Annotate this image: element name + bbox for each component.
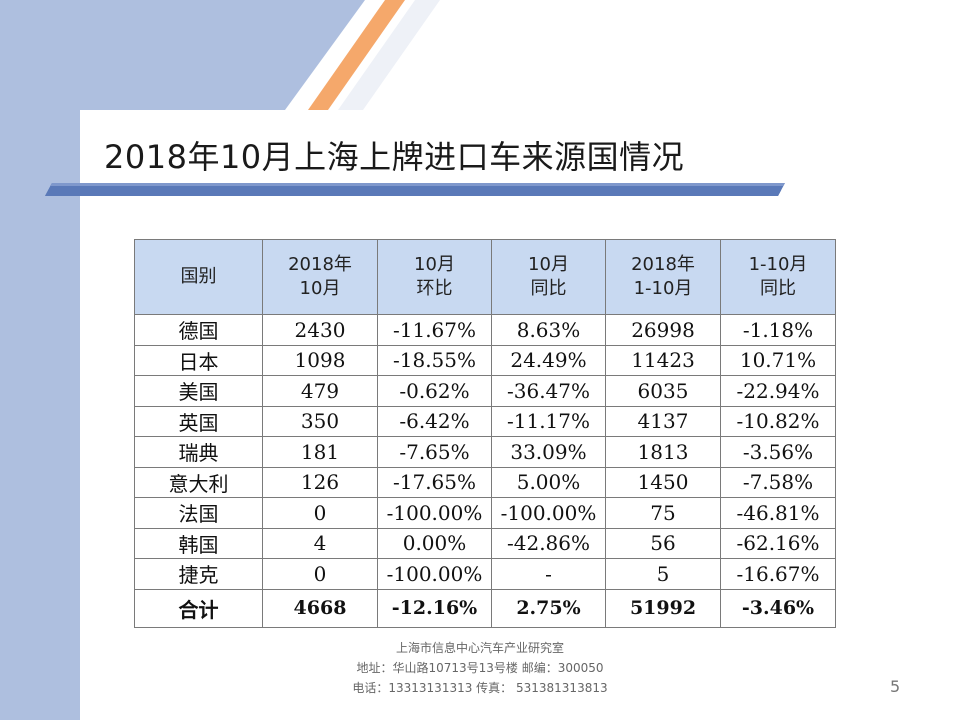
cell-ytd-volume: 75 <box>605 497 721 529</box>
table-row: 英国 350 -6.42% -11.17% 4137 -10.82% <box>134 405 836 437</box>
cell-ytd-volume: 5 <box>605 558 721 590</box>
cell-ytd-yoy: -46.81% <box>720 497 836 529</box>
cell-ytd-yoy: -10.82% <box>720 405 836 437</box>
header-ytd-2018: 2018年 1-10月 <box>605 239 721 315</box>
cell-country: 意大利 <box>134 466 263 498</box>
cell-oct-yoy: -36.47% <box>491 375 606 407</box>
cell-oct-volume: 1098 <box>262 344 378 376</box>
cell-oct-mom: -7.65% <box>377 436 492 468</box>
cell-country: 瑞典 <box>134 436 263 468</box>
table-header-row: 国别 2018年 10月 10月 环比 10月 同比 2018年 1-10月 1-10月… <box>134 239 836 315</box>
cell-ytd-yoy: -16.67% <box>720 558 836 590</box>
cell-oct-yoy: 33.09% <box>491 436 606 468</box>
footer-address: 地址：华山路10713号13号楼 邮编：300050 <box>356 661 604 675</box>
import-source-table: 国别 2018年 10月 10月 环比 10月 同比 2018年 1-10月 1-10月… <box>134 239 836 628</box>
cell-oct-mom: -17.65% <box>377 466 492 498</box>
cell-oct-yoy: - <box>491 558 606 590</box>
cell-oct-volume: 479 <box>262 375 378 407</box>
cell-ytd-yoy: -1.18% <box>720 314 836 346</box>
cell-ytd-volume: 6035 <box>605 375 721 407</box>
table-row: 美国 479 -0.62% -36.47% 6035 -22.94% <box>134 375 836 407</box>
cell-ytd-volume: 56 <box>605 527 721 559</box>
cell-oct-volume: 0 <box>262 558 378 590</box>
header-oct-yoy: 10月 同比 <box>491 239 606 315</box>
cell-ytd-volume: 4137 <box>605 405 721 437</box>
header-oct-2018: 2018年 10月 <box>262 239 378 315</box>
table-body: 德国 2430 -11.67% 8.63% 26998 -1.18% 日本 1098 -18.5… <box>134 314 836 628</box>
cell-country: 韩国 <box>134 527 263 559</box>
cell-ytd-volume: 51992 <box>605 588 721 628</box>
cell-country: 捷克 <box>134 558 263 590</box>
cell-oct-volume: 4 <box>262 527 378 559</box>
cell-oct-yoy: -42.86% <box>491 527 606 559</box>
cell-oct-mom: -6.42% <box>377 405 492 437</box>
cell-oct-volume: 181 <box>262 436 378 468</box>
cell-oct-yoy: 2.75% <box>491 588 606 628</box>
cell-ytd-yoy: -3.56% <box>720 436 836 468</box>
cell-country: 美国 <box>134 375 263 407</box>
cell-oct-volume: 350 <box>262 405 378 437</box>
table-row: 捷克 0 -100.00% -5 -16.67% <box>134 558 836 590</box>
header-oct-mom: 10月 环比 <box>377 239 492 315</box>
cell-ytd-volume: 1450 <box>605 466 721 498</box>
table-total-row: 合计 4668 -12.16% 2.75% 51992 -3.46% <box>134 588 836 628</box>
cell-ytd-yoy: -22.94% <box>720 375 836 407</box>
page-number: 5 <box>890 677 901 696</box>
cell-country: 德国 <box>134 314 263 346</box>
cell-country: 日本 <box>134 344 263 376</box>
cell-country: 英国 <box>134 405 263 437</box>
cell-oct-mom: -11.67% <box>377 314 492 346</box>
cell-oct-mom: -100.00% <box>377 558 492 590</box>
cell-country: 法国 <box>134 497 263 529</box>
cell-ytd-volume: 1813 <box>605 436 721 468</box>
cell-ytd-volume: 11423 <box>605 344 721 376</box>
orange-accent-stripe <box>308 0 405 110</box>
cell-oct-mom: 0.00% <box>377 527 492 559</box>
slide-title: 2018年10月上海上牌进口车来源国情况 <box>104 138 685 176</box>
cell-ytd-yoy: 10.71% <box>720 344 836 376</box>
cell-country: 合计 <box>134 588 263 628</box>
table-row: 法国 0 -100.00% -100.00% 75 -46.81% <box>134 497 836 529</box>
cell-oct-yoy: 8.63% <box>491 314 606 346</box>
cell-oct-yoy: -100.00% <box>491 497 606 529</box>
cell-oct-yoy: 5.00% <box>491 466 606 498</box>
table-row: 瑞典 181 -7.65% 33.09% 1813 -3.56% <box>134 436 836 468</box>
table-row: 意大利 126 -17.65% 5.00% 1450 -7.58% <box>134 466 836 498</box>
left-side-panel <box>0 0 365 110</box>
left-side-strip <box>0 110 80 720</box>
cell-oct-yoy: -11.17% <box>491 405 606 437</box>
cell-oct-volume: 0 <box>262 497 378 529</box>
header-country: 国别 <box>134 239 263 315</box>
cell-ytd-yoy: -7.58% <box>720 466 836 498</box>
table-row: 日本 1098 -18.55% 24.49% 11423 10.71% <box>134 344 836 376</box>
title-panel <box>80 110 960 190</box>
cell-oct-volume: 2430 <box>262 314 378 346</box>
cell-oct-volume: 4668 <box>262 588 378 628</box>
cell-oct-mom: -0.62% <box>377 375 492 407</box>
footer-contact: 电话：13313131313 传真： 531381313813 <box>352 681 608 695</box>
cell-ytd-yoy: -3.46% <box>720 588 836 628</box>
cell-oct-mom: -18.55% <box>377 344 492 376</box>
table-row: 韩国 4 0.00% -42.86% 56 -62.16% <box>134 527 836 559</box>
footer-org: 上海市信息中心汽车产业研究室 <box>395 641 564 655</box>
cell-oct-mom: -100.00% <box>377 497 492 529</box>
cell-ytd-volume: 26998 <box>605 314 721 346</box>
header-ytd-yoy: 1-10月 同比 <box>720 239 836 315</box>
cell-oct-mom: -12.16% <box>377 588 492 628</box>
cell-ytd-yoy: -62.16% <box>720 527 836 559</box>
table-row: 德国 2430 -11.67% 8.63% 26998 -1.18% <box>134 314 836 346</box>
light-accent-stripe <box>338 0 440 110</box>
cell-oct-volume: 126 <box>262 466 378 498</box>
cell-oct-yoy: 24.49% <box>491 344 606 376</box>
